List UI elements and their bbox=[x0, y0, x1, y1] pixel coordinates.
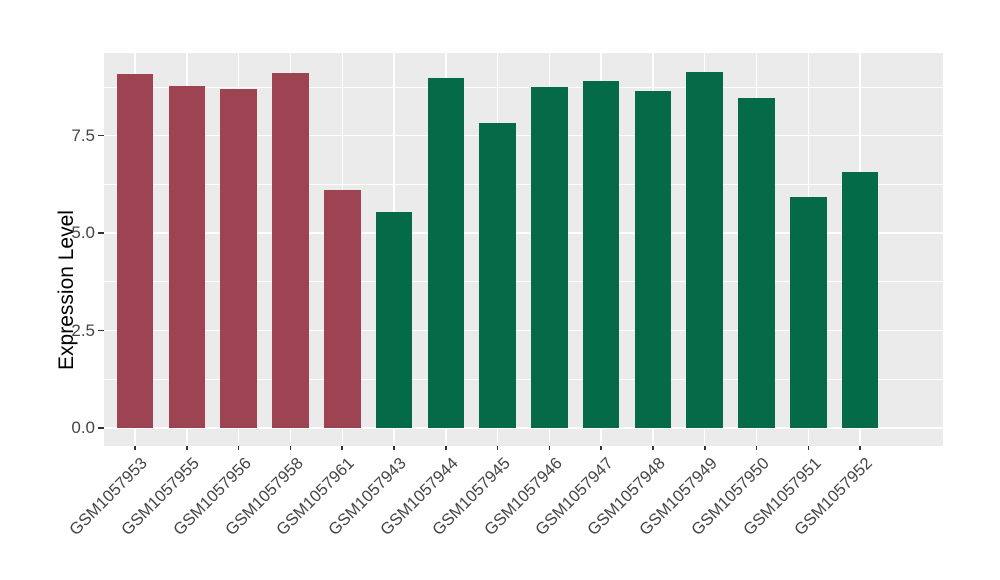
bar bbox=[790, 197, 827, 429]
x-tick bbox=[859, 446, 861, 450]
x-tick bbox=[548, 446, 551, 450]
x-tick bbox=[134, 446, 136, 450]
gridline-major bbox=[104, 232, 943, 234]
gridline-minor bbox=[104, 281, 943, 283]
y-tick-label: 2.5 bbox=[71, 320, 95, 340]
bar bbox=[479, 123, 516, 429]
bar bbox=[738, 98, 775, 429]
bar bbox=[323, 190, 361, 429]
y-tick bbox=[98, 329, 104, 332]
x-tick bbox=[186, 446, 188, 450]
x-tick bbox=[652, 446, 654, 450]
bar bbox=[375, 211, 413, 429]
x-tick bbox=[600, 446, 602, 450]
x-tick bbox=[496, 446, 499, 450]
gridline-major bbox=[104, 329, 943, 332]
gridline-major bbox=[104, 134, 943, 137]
bar bbox=[634, 91, 672, 429]
y-tick-label: 7.5 bbox=[71, 125, 95, 145]
bar bbox=[582, 81, 620, 429]
x-tick bbox=[393, 446, 395, 450]
y-tick-label: 0.0 bbox=[71, 417, 95, 437]
bar bbox=[531, 86, 568, 429]
gridline-minor bbox=[104, 86, 943, 88]
plot-panel bbox=[104, 53, 943, 446]
x-tick bbox=[755, 446, 758, 450]
gridline-minor bbox=[104, 378, 943, 380]
y-tick-label: 5.0 bbox=[71, 222, 95, 242]
y-tick bbox=[98, 134, 104, 137]
bar bbox=[841, 171, 879, 429]
bar bbox=[116, 74, 154, 429]
x-tick bbox=[445, 446, 447, 450]
bar bbox=[427, 78, 465, 429]
x-tick bbox=[703, 446, 706, 450]
gridline-minor bbox=[104, 183, 943, 185]
bar bbox=[272, 73, 309, 429]
y-tick bbox=[98, 232, 104, 234]
x-tick bbox=[341, 446, 344, 450]
bar bbox=[686, 71, 724, 429]
x-tick bbox=[237, 446, 240, 450]
gridline-major bbox=[104, 427, 943, 429]
bar bbox=[168, 85, 206, 429]
bar bbox=[220, 88, 257, 429]
y-tick bbox=[98, 427, 104, 429]
x-tick bbox=[289, 446, 292, 450]
x-tick bbox=[807, 446, 810, 450]
